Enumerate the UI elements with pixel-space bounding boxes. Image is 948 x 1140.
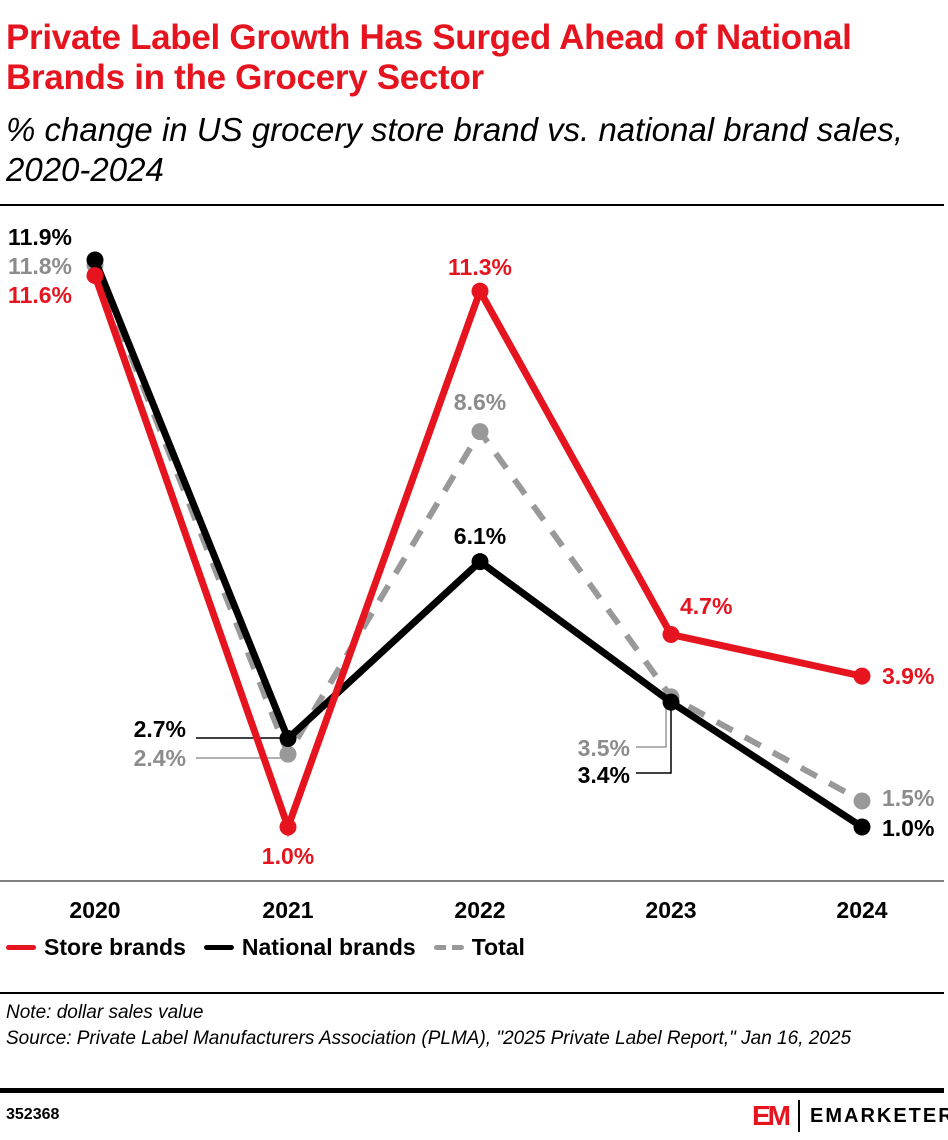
- data-point: [853, 792, 871, 810]
- logo-mark: EM: [752, 1100, 791, 1131]
- top-divider: [0, 204, 944, 206]
- data-point: [86, 251, 104, 269]
- data-label: 3.4%: [578, 762, 630, 788]
- logo-name: EMARKETER: [810, 1104, 948, 1127]
- data-label: 11.9%: [8, 224, 72, 250]
- data-point: [662, 626, 680, 644]
- line-chart: 2020 2021 2022 2023 2024 11.6% 1.0% 11.3% 4.7% 3.…: [0, 224, 944, 923]
- data-point: [853, 818, 871, 836]
- data-point: [662, 693, 680, 711]
- bottom-divider: [0, 1088, 944, 1093]
- data-label: 3.9%: [882, 663, 934, 689]
- data-point: [853, 667, 871, 685]
- data-point: [471, 553, 489, 571]
- legend-swatch: [6, 945, 36, 950]
- x-tick-label: 2024: [836, 897, 887, 923]
- data-label: 3.5%: [578, 735, 630, 761]
- legend: Store brands National brands Total: [6, 934, 525, 961]
- data-point: [279, 818, 297, 836]
- data-label: 11.6%: [8, 282, 72, 308]
- data-point: [471, 423, 489, 441]
- data-label: 6.1%: [454, 523, 506, 549]
- data-label: 2.7%: [134, 716, 186, 742]
- data-label: 4.7%: [680, 593, 732, 619]
- data-point: [471, 282, 489, 300]
- emarketer-logo: EM EMARKETER: [752, 1100, 948, 1132]
- chart-title: Private Label Growth Has Surged Ahead of…: [6, 18, 852, 97]
- x-tick-label: 2023: [645, 897, 696, 923]
- note-divider: [0, 992, 944, 994]
- data-label: 1.0%: [882, 815, 934, 841]
- data-point: [86, 267, 104, 285]
- data-label: 8.6%: [454, 389, 506, 415]
- legend-store-brands: Store brands: [6, 934, 186, 961]
- legend-swatch: [203, 945, 234, 950]
- legend-swatch: [433, 945, 464, 950]
- data-point: [279, 745, 297, 763]
- x-tick-label: 2021: [262, 897, 313, 923]
- chart-subtitle: % change in US grocery store brand vs. n…: [6, 111, 903, 188]
- data-label: 1.0%: [262, 843, 314, 869]
- data-point: [279, 730, 297, 748]
- data-label: 2.4%: [134, 745, 186, 771]
- logo-divider: [798, 1100, 800, 1132]
- leader-line: [636, 700, 667, 748]
- data-label: 1.5%: [882, 785, 934, 811]
- footnote: Note: dollar sales value Source: Private…: [6, 1000, 936, 1052]
- legend-national-brands: National brands: [203, 934, 416, 961]
- leader-line: [636, 703, 672, 774]
- data-label: 11.8%: [8, 253, 72, 279]
- x-tick-label: 2020: [69, 897, 120, 923]
- note-text: Note: dollar sales value: [6, 1002, 204, 1023]
- legend-label: Total: [471, 934, 525, 960]
- source-text: Source: Private Label Manufacturers Asso…: [6, 1028, 852, 1049]
- data-label: 11.3%: [448, 254, 512, 280]
- x-tick-label: 2022: [454, 897, 505, 923]
- chart-id: 352368: [6, 1106, 60, 1123]
- legend-total: Total: [433, 934, 525, 961]
- legend-label: Store brands: [44, 934, 186, 960]
- legend-label: National brands: [241, 934, 416, 960]
